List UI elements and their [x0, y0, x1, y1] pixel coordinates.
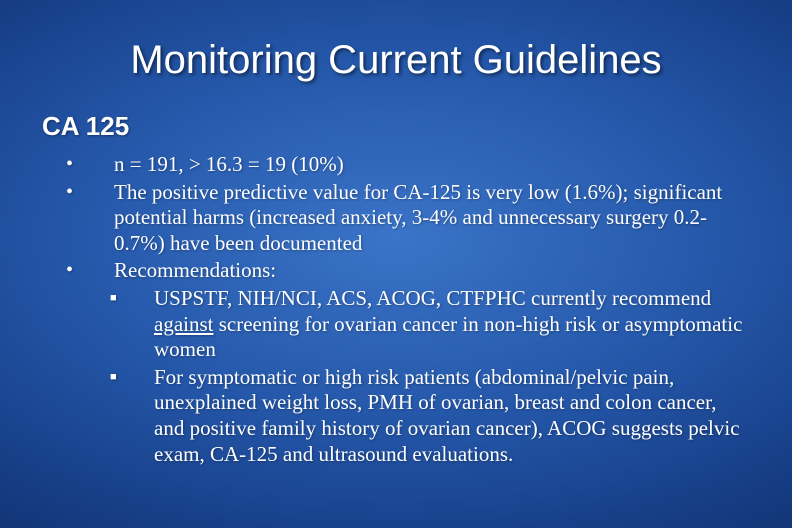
- slide-subtitle: CA 125: [42, 111, 792, 142]
- text-underline: against: [154, 312, 213, 336]
- slide: Monitoring Current Guidelines CA 125 • n…: [0, 0, 792, 528]
- text-run: USPSTF, NIH/NCI, ACS, ACOG, CTFPHC curre…: [154, 286, 711, 310]
- slide-title: Monitoring Current Guidelines: [0, 0, 792, 93]
- bullet-text: For symptomatic or high risk patients (a…: [154, 365, 752, 467]
- bullet-item: • n = 191, > 16.3 = 19 (10%): [56, 152, 752, 178]
- bullet-marker-icon: •: [56, 152, 114, 178]
- bullet-marker-icon: •: [56, 180, 114, 257]
- bullet-text: The positive predictive value for CA-125…: [114, 180, 752, 257]
- bullet-text: USPSTF, NIH/NCI, ACS, ACOG, CTFPHC curre…: [154, 286, 752, 363]
- slide-body: • n = 191, > 16.3 = 19 (10%) • The posit…: [56, 152, 752, 467]
- bullet-marker-icon: •: [56, 258, 114, 284]
- text-run: screening for ovarian cancer in non-high…: [154, 312, 742, 362]
- bullet-item: • The positive predictive value for CA-1…: [56, 180, 752, 257]
- sub-bullet-item: ■ USPSTF, NIH/NCI, ACS, ACOG, CTFPHC cur…: [104, 286, 752, 363]
- bullet-text: n = 191, > 16.3 = 19 (10%): [114, 152, 752, 178]
- bullet-item: • Recommendations:: [56, 258, 752, 284]
- bullet-text: Recommendations:: [114, 258, 752, 284]
- square-bullet-icon: ■: [104, 365, 154, 467]
- square-bullet-icon: ■: [104, 286, 154, 363]
- sub-bullet-item: ■ For symptomatic or high risk patients …: [104, 365, 752, 467]
